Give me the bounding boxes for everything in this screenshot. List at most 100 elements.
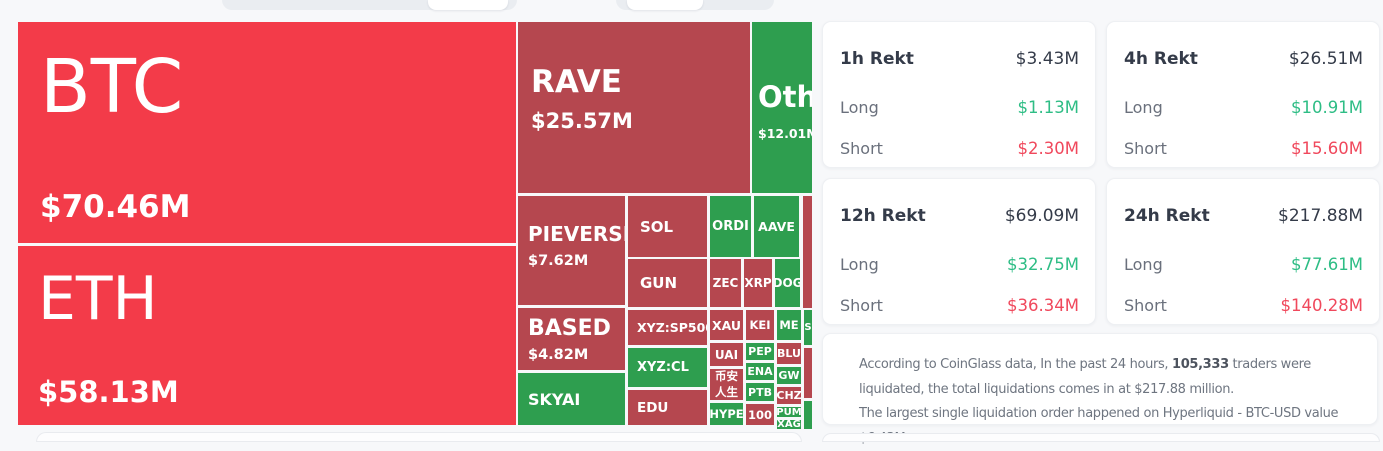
cell-symbol: XAG — [777, 420, 801, 429]
liquidation-summary-card: According to CoinGlass data, In the past… — [822, 333, 1378, 446]
cell-symbol: XYZ:CL — [637, 360, 689, 375]
rekt-card-4h: 4h Rekt $26.51M Long $10.91M Short $15.6… — [1106, 21, 1380, 168]
treemap-cell-pep[interactable]: PEP — [746, 343, 774, 360]
card-title: 24h Rekt — [1124, 206, 1210, 226]
treemap-cell-binance-life[interactable]: 币安人生 — [710, 369, 743, 400]
card-total: $26.51M — [1288, 49, 1363, 69]
treemap-cell-100[interactable]: 100 — [746, 404, 774, 425]
cell-symbol: S — [804, 322, 812, 333]
treemap-cell-sol[interactable]: SOL — [628, 196, 707, 257]
long-value: $10.91M — [1291, 98, 1363, 117]
cell-symbol: XAU — [711, 317, 742, 333]
cell-symbol: RAVE — [531, 64, 622, 100]
treemap-cell-zec[interactable]: ZEC — [710, 259, 741, 307]
treemap-cell-xyz-sp500[interactable]: XYZ:SP500 — [628, 310, 707, 345]
cell-value: $70.46M — [40, 189, 191, 225]
cell-symbol: PEP — [748, 345, 772, 358]
treemap-cell-sliver[interactable] — [804, 348, 812, 398]
treemap-cell-ordi[interactable]: ORDI — [710, 196, 751, 257]
cell-symbol: XYZ:SP500 — [637, 320, 707, 335]
long-label: Long — [1124, 98, 1163, 117]
treemap-cell-pieverse[interactable]: PIEVERSE $7.62M — [518, 196, 625, 305]
treemap-cell-s[interactable]: S — [804, 310, 812, 345]
cell-symbol: UAI — [714, 347, 739, 362]
treemap-cell-gw[interactable]: GW — [777, 367, 801, 384]
treemap-cell-eth[interactable]: ETH $58.13M — [18, 246, 516, 425]
treemap-cell-sliver[interactable] — [804, 401, 812, 429]
cell-symbol: 币安人生 — [715, 369, 738, 399]
partial-card-bottom-right — [822, 433, 1380, 442]
cell-symbol: ENA — [747, 365, 773, 378]
summary-line-1: According to CoinGlass data, In the past… — [859, 357, 1311, 397]
short-value: $2.30M — [1017, 139, 1079, 158]
cell-symbol: GW — [778, 369, 800, 382]
cell-symbol: PUM — [777, 407, 801, 417]
short-value: $36.34M — [1007, 296, 1079, 315]
cell-symbol: SKYAI — [528, 389, 581, 409]
treemap-cell-skyai[interactable]: SKYAI — [518, 373, 625, 425]
view-mode-segmented-control[interactable] — [616, 0, 774, 10]
treemap-cell-pum[interactable]: PUM — [777, 407, 801, 417]
liquidation-dashboard: { "page": { "background": "#f7f8fa" }, "… — [18, 0, 1380, 446]
card-total: $217.88M — [1278, 206, 1363, 226]
cell-symbol: BASED — [528, 316, 611, 341]
short-label: Short — [1124, 296, 1167, 315]
cell-symbol: ORDI — [712, 219, 749, 234]
treemap-cell-edu[interactable]: EDU — [628, 390, 707, 425]
cell-value: $25.57M — [531, 109, 633, 133]
card-title: 12h Rekt — [840, 206, 926, 226]
selected-segment-pill[interactable] — [428, 0, 508, 10]
cell-symbol: PTB — [748, 385, 772, 399]
partial-card-bottom-left — [36, 432, 802, 442]
treemap-cell-ptb[interactable]: PTB — [746, 383, 774, 401]
cell-value: $7.62M — [528, 253, 589, 269]
treemap-cell-rave[interactable]: RAVE $25.57M — [518, 22, 750, 193]
cell-symbol: HYPE — [710, 407, 743, 421]
treemap-cell-sliver[interactable] — [803, 196, 812, 308]
treemap-cell-uai[interactable]: UAI — [710, 343, 743, 366]
long-label: Long — [840, 98, 879, 117]
treemap-cell-me[interactable]: ME — [777, 310, 801, 340]
long-label: Long — [1124, 255, 1163, 274]
treemap-cell-kei[interactable]: KEI — [746, 310, 774, 340]
traders-count: 105,333 — [1172, 357, 1229, 372]
short-value: $140.28M — [1280, 296, 1363, 315]
rekt-card-12h: 12h Rekt $69.09M Long $32.75M Short $36.… — [822, 178, 1096, 325]
cell-symbol: Other — [758, 80, 812, 114]
cell-symbol: KEI — [749, 318, 771, 332]
treemap-cell-chz[interactable]: CHZ — [777, 387, 801, 404]
treemap-cell-blu[interactable]: BLU — [777, 343, 801, 364]
cell-symbol: 100 — [747, 407, 772, 422]
cell-symbol: ETH — [38, 264, 158, 334]
treemap-cell-btc[interactable]: BTC $70.46M — [18, 22, 516, 243]
long-label: Long — [840, 255, 879, 274]
treemap-cell-ena[interactable]: ENA — [746, 363, 774, 380]
cell-symbol: EDU — [637, 399, 669, 416]
card-total: $3.43M — [1015, 49, 1079, 69]
cell-symbol: SOL — [640, 217, 674, 236]
treemap-cell-other[interactable]: Other $12.01M — [752, 22, 812, 193]
treemap-cell-gun[interactable]: GUN — [628, 259, 707, 307]
treemap-cell-hype[interactable]: HYPE — [710, 403, 743, 425]
treemap-cell-aave[interactable]: AAVE — [754, 196, 799, 257]
treemap-cell-xau[interactable]: XAU — [710, 310, 743, 340]
cell-symbol: CHZ — [777, 389, 801, 402]
cell-symbol: ZEC — [712, 276, 739, 290]
treemap-cell-dog[interactable]: DOG — [775, 259, 800, 307]
time-range-segmented-control[interactable] — [222, 0, 517, 10]
treemap-cell-based[interactable]: BASED $4.82M — [518, 308, 625, 370]
cell-symbol: BTC — [40, 44, 184, 130]
short-label: Short — [840, 139, 883, 158]
long-value: $32.75M — [1007, 255, 1079, 274]
cell-symbol: BLU — [777, 347, 801, 360]
treemap-cell-xrp[interactable]: XRP — [744, 259, 772, 307]
treemap-cell-xag[interactable]: XAG — [777, 420, 801, 429]
cell-symbol: XRP — [744, 276, 772, 290]
card-title: 4h Rekt — [1124, 49, 1198, 69]
selected-segment-pill[interactable] — [627, 0, 703, 10]
cell-value: $4.82M — [528, 347, 589, 363]
short-label: Short — [840, 296, 883, 315]
treemap-cell-xyz-cl[interactable]: XYZ:CL — [628, 348, 707, 387]
rekt-card-1h: 1h Rekt $3.43M Long $1.13M Short $2.30M — [822, 21, 1096, 168]
cell-symbol: GUN — [640, 274, 678, 292]
